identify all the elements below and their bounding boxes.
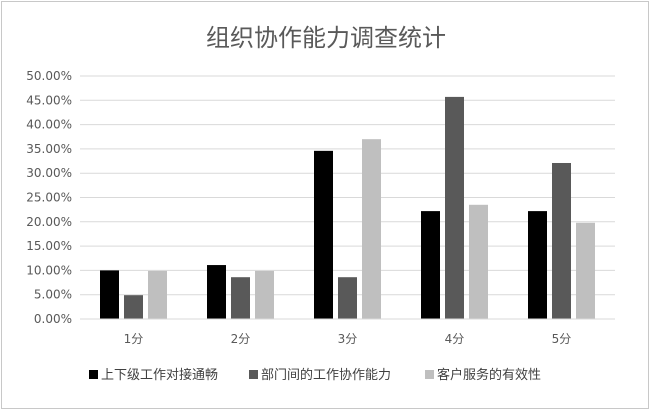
bar-2-2 xyxy=(231,277,250,319)
bar-3-2 xyxy=(255,270,274,319)
legend-label: 部门间的工作协作能力 xyxy=(261,367,391,383)
bar-3-1 xyxy=(148,270,167,319)
x-tick-label: 2分 xyxy=(231,332,251,346)
x-tick-label: 3分 xyxy=(338,332,358,346)
y-tick-label: 0.00% xyxy=(34,312,72,326)
x-axis-ticks: 1分 2分 3分 4分 5分 xyxy=(80,318,615,346)
y-tick-label: 35.00% xyxy=(26,142,72,156)
legend-swatch xyxy=(89,370,98,379)
y-tick-label: 50.00% xyxy=(26,69,72,83)
bar-2-1 xyxy=(124,295,143,319)
legend-swatch xyxy=(249,370,258,379)
bar-1-5 xyxy=(528,211,547,319)
y-tick-label: 15.00% xyxy=(26,239,72,253)
bar-2-5 xyxy=(552,162,571,319)
y-tick-label: 10.00% xyxy=(26,263,72,277)
bar-1-3 xyxy=(314,150,333,319)
bar-1-2 xyxy=(207,265,226,319)
legend: 上下级工作对接通畅 部门间的工作协作能力 客户服务的有效性 xyxy=(89,367,541,383)
bar-3-4 xyxy=(469,204,488,319)
y-tick-label: 40.00% xyxy=(26,118,72,132)
y-axis-ticks: 0.00% 5.00% 10.00% 15.00% 20.00% 25.00% 30.00%… xyxy=(26,69,72,326)
y-tick-label: 5.00% xyxy=(34,288,72,302)
x-tick-label: 4分 xyxy=(445,332,465,346)
legend-label: 客户服务的有效性 xyxy=(437,367,541,383)
bar-2-3 xyxy=(338,277,357,319)
bar-3-5 xyxy=(576,222,595,319)
chart-title: 组织协作能力调查统计 xyxy=(206,24,446,52)
y-tick-label: 45.00% xyxy=(26,93,72,107)
bar-3-3 xyxy=(362,139,381,319)
legend-label: 上下级工作对接通畅 xyxy=(101,367,218,383)
bar-1-1 xyxy=(100,270,119,319)
bar-1-4 xyxy=(421,211,440,319)
legend-swatch xyxy=(425,370,434,379)
y-tick-label: 20.00% xyxy=(26,215,72,229)
y-tick-label: 30.00% xyxy=(26,166,72,180)
y-tick-label: 25.00% xyxy=(26,191,72,205)
bar-2-4 xyxy=(445,96,464,319)
bars xyxy=(100,96,595,319)
x-tick-label: 5分 xyxy=(552,332,572,346)
x-tick-label: 1分 xyxy=(124,332,144,346)
